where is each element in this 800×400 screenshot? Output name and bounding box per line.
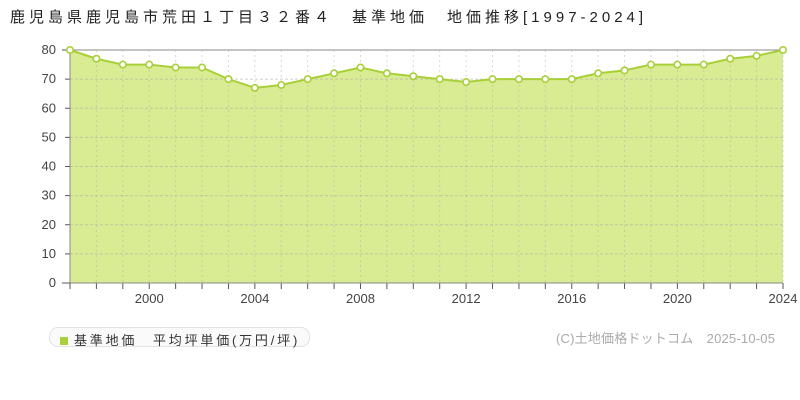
svg-text:2012: 2012 bbox=[452, 291, 481, 306]
svg-text:2016: 2016 bbox=[557, 291, 586, 306]
svg-text:2008: 2008 bbox=[346, 291, 375, 306]
svg-text:80: 80 bbox=[42, 42, 56, 57]
svg-text:2024: 2024 bbox=[769, 291, 798, 306]
svg-text:2000: 2000 bbox=[135, 291, 164, 306]
svg-text:30: 30 bbox=[42, 188, 56, 203]
svg-text:2004: 2004 bbox=[240, 291, 269, 306]
svg-text:10: 10 bbox=[42, 246, 56, 261]
svg-text:40: 40 bbox=[42, 159, 56, 174]
svg-text:0: 0 bbox=[49, 275, 56, 290]
svg-text:70: 70 bbox=[42, 71, 56, 86]
svg-text:20: 20 bbox=[42, 217, 56, 232]
svg-text:2020: 2020 bbox=[663, 291, 692, 306]
svg-text:60: 60 bbox=[42, 100, 56, 115]
svg-text:50: 50 bbox=[42, 129, 56, 144]
